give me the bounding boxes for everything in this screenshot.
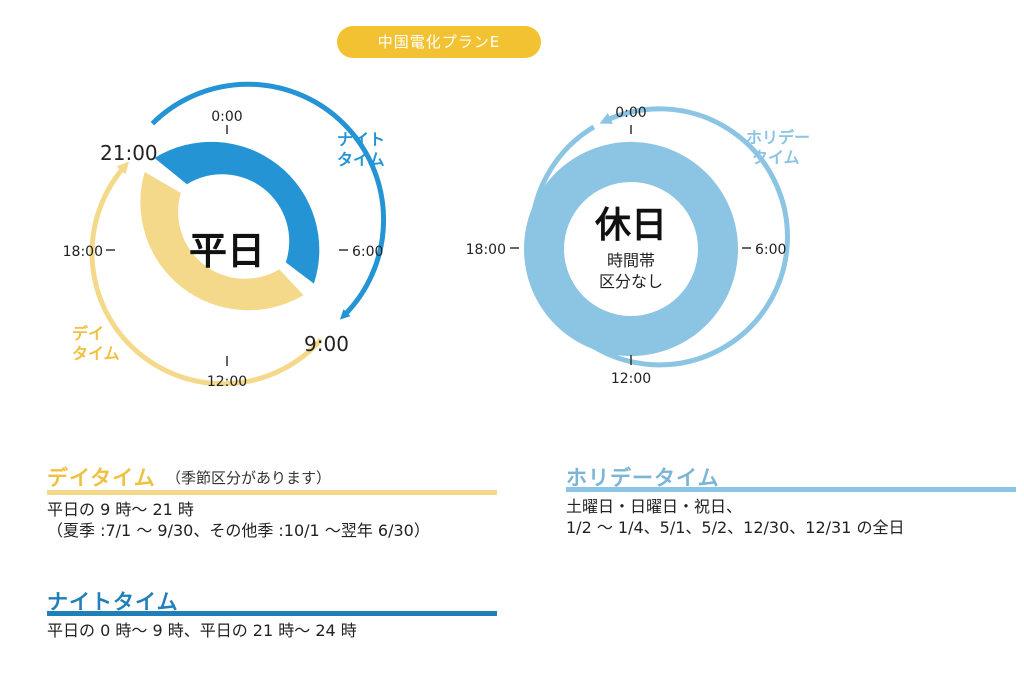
day-ring-segment bbox=[140, 172, 304, 311]
daytime-line-2: （夏季 :7/1 ～ 9/30、その他季 :10/1 ～翌年 6/30） bbox=[47, 521, 430, 540]
holiday-arc-arrow bbox=[528, 106, 790, 368]
weekday-clock: 0:00 6:00 12:00 18:00 21:00 9:00 平日 ナイト … bbox=[63, 81, 387, 390]
holidaytime-rule bbox=[566, 487, 1016, 492]
holiday-center-label: 休日 bbox=[594, 205, 667, 246]
holidaytime-line-2: 1/2 ～ 1/4、5/1、5/2、12/30、12/31 の全日 bbox=[566, 518, 905, 537]
holiday-tick-label-0: 0:00 bbox=[615, 105, 646, 121]
weekday-center-label: 平日 bbox=[189, 229, 265, 273]
holiday-tick-label-12: 12:00 bbox=[611, 371, 651, 387]
holidaytime-line-1: 土曜日・日曜日・祝日、 bbox=[566, 497, 743, 516]
holiday-center-sub-1: 時間帯 bbox=[607, 251, 655, 270]
nighttime-rule bbox=[47, 611, 497, 616]
night-time-label-2: タイム bbox=[337, 150, 385, 169]
night-arc-arrow bbox=[150, 81, 387, 320]
nighttime-title: ナイトタイム bbox=[47, 590, 179, 614]
tick-label-0: 0:00 bbox=[211, 109, 242, 125]
daytime-rule bbox=[47, 490, 497, 495]
holidaytime-title: ホリデータイム bbox=[566, 466, 720, 490]
holiday-clock: 0:00 6:00 12:00 18:00 休日 時間帯 区分なし ホリデー タ… bbox=[466, 105, 810, 387]
tick-label-18: 18:00 bbox=[63, 244, 103, 260]
plan-badge: 中国電化プランE bbox=[337, 26, 541, 58]
holiday-center-sub-2: 区分なし bbox=[599, 272, 663, 291]
day-time-label-1: デイ bbox=[72, 324, 104, 343]
holiday-tick-label-18: 18:00 bbox=[466, 242, 506, 258]
holiday-tick-label-6: 6:00 bbox=[755, 242, 786, 258]
night-ring-segment bbox=[154, 141, 320, 284]
daytime-note: （季節区分があります） bbox=[166, 469, 332, 487]
night-start-label: 21:00 bbox=[100, 141, 158, 165]
tick-label-12: 12:00 bbox=[207, 374, 247, 390]
holiday-time-label-1: ホリデー bbox=[746, 128, 810, 147]
night-end-label: 9:00 bbox=[304, 332, 349, 356]
nighttime-line-1: 平日の 0 時～ 9 時、平日の 21 時～ 24 時 bbox=[47, 621, 357, 640]
tick-label-6: 6:00 bbox=[352, 244, 383, 260]
clock-diagrams: 0:00 6:00 12:00 18:00 21:00 9:00 平日 ナイト … bbox=[63, 81, 810, 390]
daytime-line-1: 平日の 9 時～ 21 時 bbox=[47, 500, 194, 519]
day-time-label-2: タイム bbox=[72, 344, 120, 363]
night-time-label-1: ナイト bbox=[337, 130, 385, 149]
holiday-ring bbox=[523, 141, 739, 357]
day-arc-arrow bbox=[89, 161, 323, 387]
daytime-title: デイタイム bbox=[47, 466, 156, 490]
holiday-time-label-2: タイム bbox=[752, 148, 800, 167]
